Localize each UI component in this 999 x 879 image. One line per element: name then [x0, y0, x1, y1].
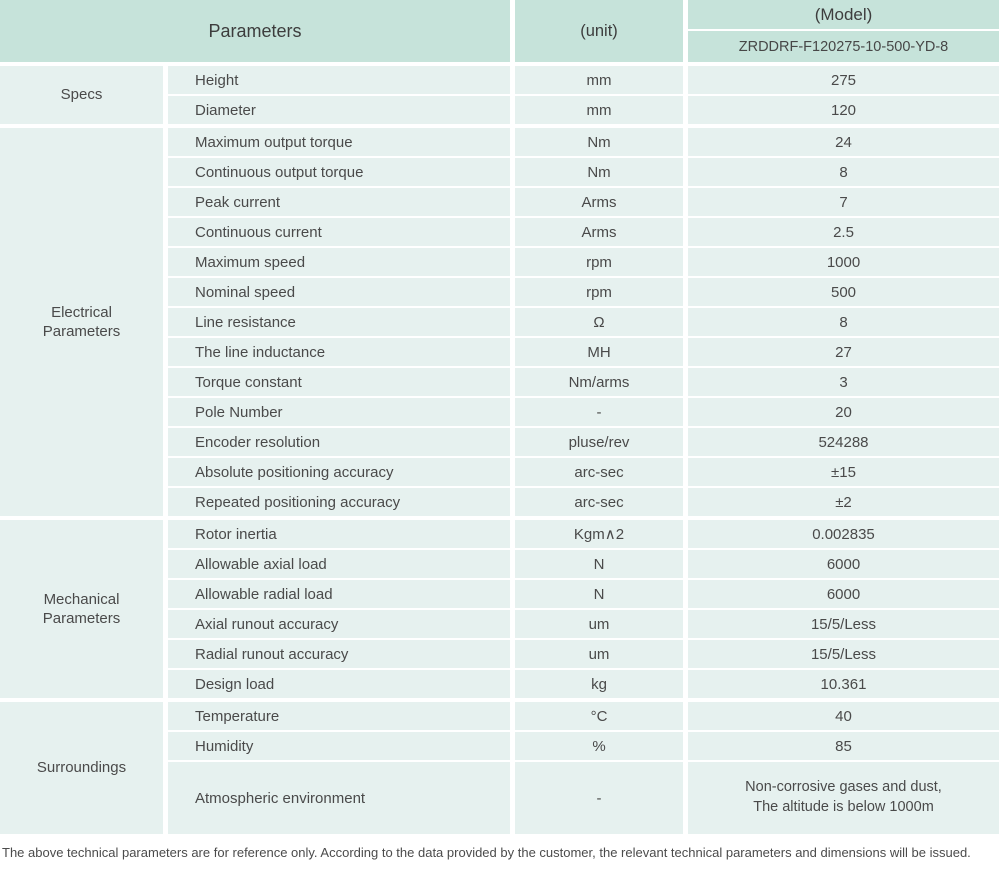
- value-cell: 20: [688, 398, 999, 426]
- value-cell: 120: [688, 96, 999, 124]
- value-cell: 24: [688, 128, 999, 156]
- unit-cell: rpm: [515, 248, 683, 276]
- value-cell: 27: [688, 338, 999, 366]
- footer-note: The above technical parameters are for r…: [2, 845, 971, 860]
- parameter-name-cell: Atmospheric environment: [168, 762, 510, 834]
- unit-cell: um: [515, 640, 683, 668]
- unit-cell: Arms: [515, 218, 683, 246]
- parameter-name-cell: Height: [168, 66, 510, 94]
- value-cell: 10.361: [688, 670, 999, 698]
- parameter-name-cell: Axial runout accuracy: [168, 610, 510, 638]
- value-cell: 8: [688, 158, 999, 186]
- section-label: Surroundings: [0, 702, 163, 834]
- parameter-name-cell: Torque constant: [168, 368, 510, 396]
- value-cell: 500: [688, 278, 999, 306]
- header-model-number: ZRDDRF-F120275-10-500-YD-8: [688, 31, 999, 62]
- value-cell: 40: [688, 702, 999, 730]
- parameter-name-cell: Design load: [168, 670, 510, 698]
- parameter-name-cell: Peak current: [168, 188, 510, 216]
- parameter-name-cell: The line inductance: [168, 338, 510, 366]
- unit-cell: -: [515, 398, 683, 426]
- parameter-name-cell: Continuous output torque: [168, 158, 510, 186]
- section-label: Mechanical Parameters: [0, 520, 163, 698]
- parameter-name-cell: Absolute positioning accuracy: [168, 458, 510, 486]
- unit-cell: mm: [515, 66, 683, 94]
- section-specs: Specs Height mm 275 Diameter mm 120: [0, 66, 999, 124]
- parameter-name-cell: Temperature: [168, 702, 510, 730]
- unit-cell: Nm/arms: [515, 368, 683, 396]
- value-cell: 6000: [688, 580, 999, 608]
- header-model-label: (Model): [688, 0, 999, 29]
- unit-cell: arc-sec: [515, 458, 683, 486]
- value-cell: 85: [688, 732, 999, 760]
- unit-cell: N: [515, 550, 683, 578]
- section-mechanical-parameters: Mechanical Parameters Rotor inertia Kgm∧2 0…: [0, 520, 999, 698]
- unit-cell: mm: [515, 96, 683, 124]
- unit-cell: Nm: [515, 158, 683, 186]
- value-cell: 1000: [688, 248, 999, 276]
- value-cell: 0.002835: [688, 520, 999, 548]
- parameter-name-cell: Radial runout accuracy: [168, 640, 510, 668]
- value-cell: Non-corrosive gases and dust, The altitud…: [688, 762, 999, 834]
- value-cell: 8: [688, 308, 999, 336]
- unit-cell: Kgm∧2: [515, 520, 683, 548]
- header-unit-label: (unit): [515, 0, 683, 62]
- table-header: Parameters (unit) (Model) ZRDDRF-F120275…: [0, 0, 999, 62]
- parameter-name-cell: Encoder resolution: [168, 428, 510, 456]
- unit-cell: pluse/rev: [515, 428, 683, 456]
- parameter-name-cell: Diameter: [168, 96, 510, 124]
- parameter-name-cell: Allowable axial load: [168, 550, 510, 578]
- value-line: Non-corrosive gases and dust,: [745, 779, 942, 796]
- value-cell: ±2: [688, 488, 999, 516]
- section-label: Electrical Parameters: [0, 128, 163, 516]
- value-cell: ±15: [688, 458, 999, 486]
- unit-cell: arc-sec: [515, 488, 683, 516]
- unit-cell: kg: [515, 670, 683, 698]
- unit-cell: MH: [515, 338, 683, 366]
- unit-cell: rpm: [515, 278, 683, 306]
- section-surroundings: Surroundings Temperature °C 40 Humidity% 85 At…: [0, 702, 999, 834]
- unit-cell: N: [515, 580, 683, 608]
- parameter-name-cell: Allowable radial load: [168, 580, 510, 608]
- value-cell: 275: [688, 66, 999, 94]
- parameter-name-cell: Repeated positioning accuracy: [168, 488, 510, 516]
- parameter-name-cell: Pole Number: [168, 398, 510, 426]
- unit-cell: um: [515, 610, 683, 638]
- value-cell: 524288: [688, 428, 999, 456]
- section-label: Specs: [0, 66, 163, 124]
- value-cell: 2.5: [688, 218, 999, 246]
- value-cell: 7: [688, 188, 999, 216]
- table-body: Specs Height mm 275 Diameter mm 120 Electrical …: [0, 66, 999, 834]
- parameter-name-cell: Continuous current: [168, 218, 510, 246]
- section-electrical-parameters: Electrical Parameters Maximum output torq…: [0, 128, 999, 516]
- parameter-name-cell: Humidity: [168, 732, 510, 760]
- value-cell: 6000: [688, 550, 999, 578]
- value-cell: 3: [688, 368, 999, 396]
- parameter-name-cell: Line resistance: [168, 308, 510, 336]
- header-parameters-label: Parameters: [0, 0, 510, 62]
- unit-cell: Arms: [515, 188, 683, 216]
- unit-cell: Ω: [515, 308, 683, 336]
- unit-cell: %: [515, 732, 683, 760]
- parameter-name-cell: Rotor inertia: [168, 520, 510, 548]
- value-cell: 15/5/Less: [688, 640, 999, 668]
- parameter-name-cell: Nominal speed: [168, 278, 510, 306]
- unit-cell: -: [515, 762, 683, 834]
- parameter-name-cell: Maximum speed: [168, 248, 510, 276]
- header-model-column: (Model) ZRDDRF-F120275-10-500-YD-8: [688, 0, 999, 62]
- parameter-name-cell: Maximum output torque: [168, 128, 510, 156]
- value-line: The altitude is below 1000m: [753, 799, 934, 815]
- unit-cell: °C: [515, 702, 683, 730]
- value-cell: 15/5/Less: [688, 610, 999, 638]
- unit-cell: Nm: [515, 128, 683, 156]
